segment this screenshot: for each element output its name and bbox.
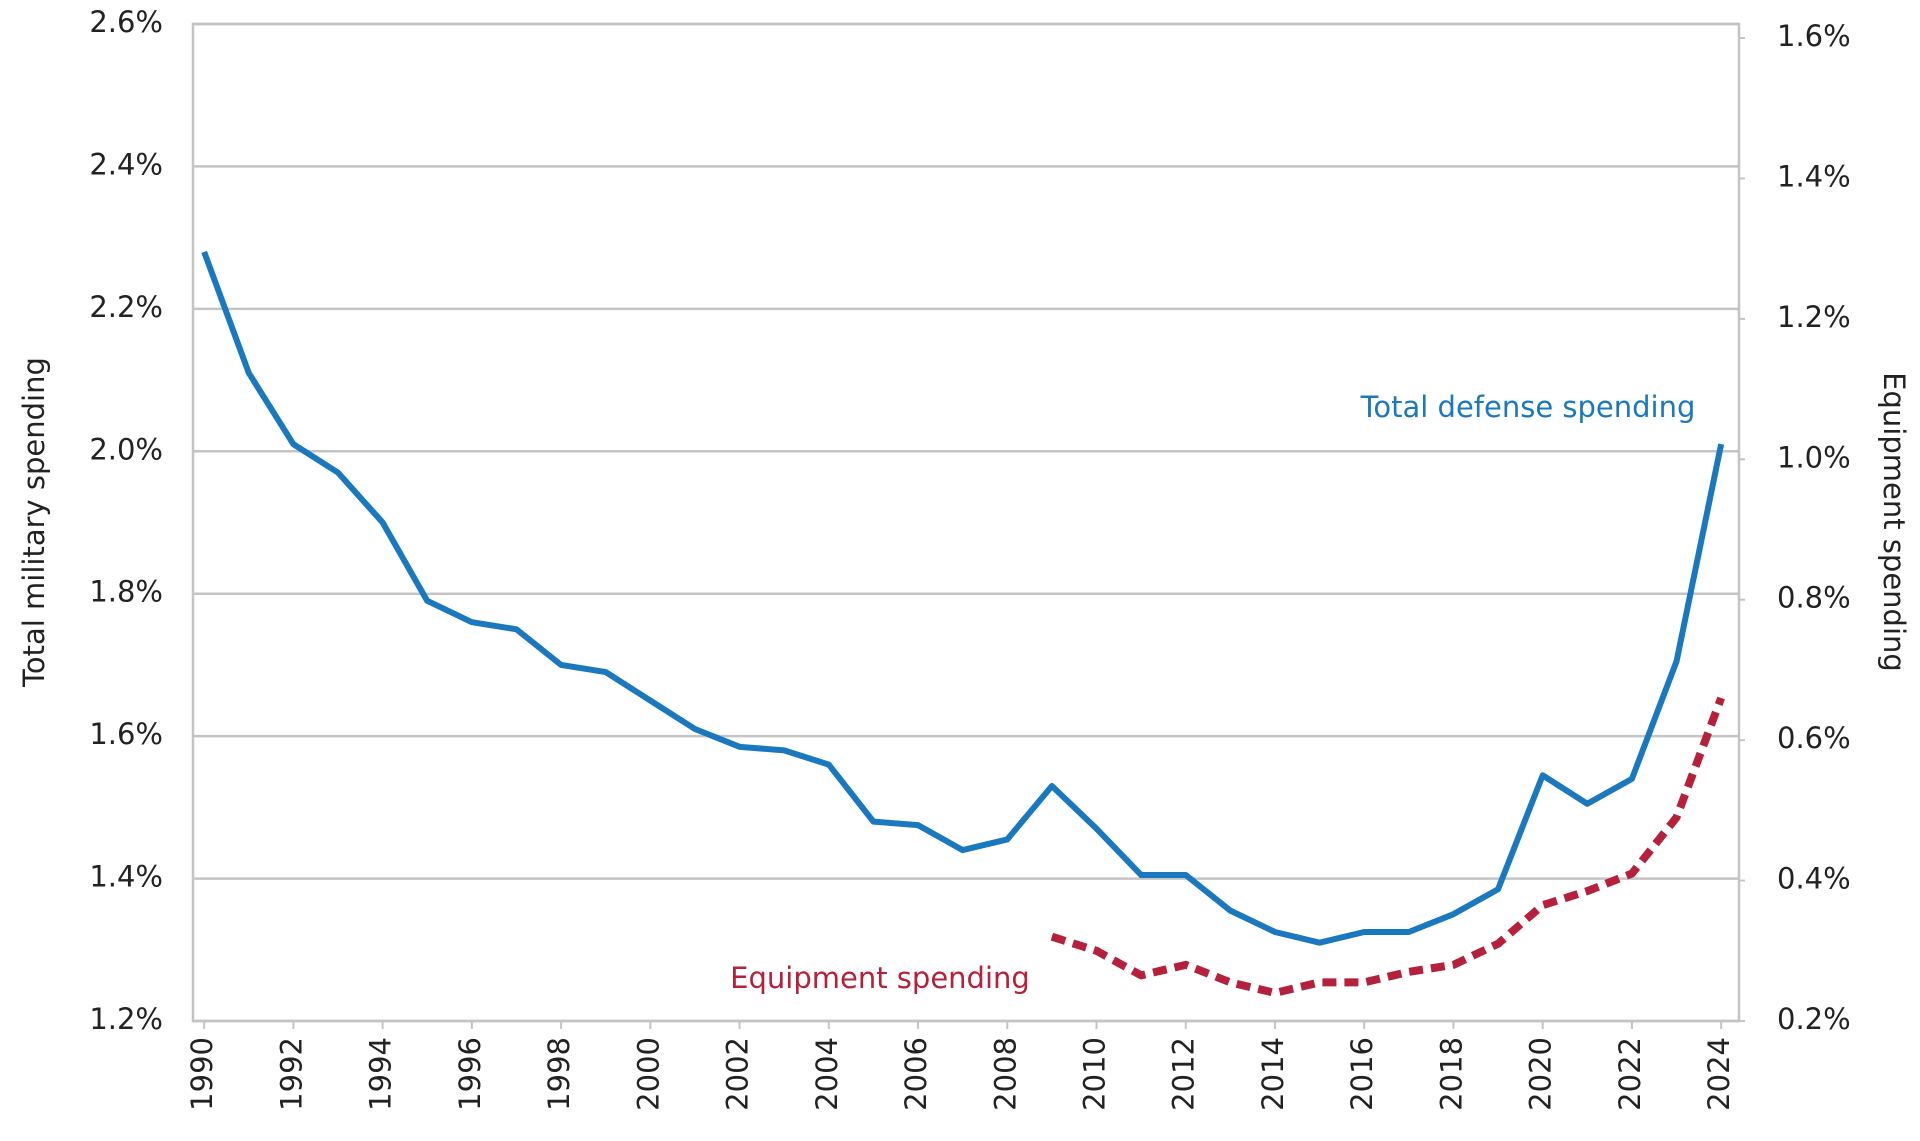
series-label: Equipment spending [730,961,1030,995]
x-tick-label: 2016 [1345,1037,1379,1111]
series-line [201,250,1725,946]
x-tick-label: 2014 [1256,1037,1290,1111]
x-tick-label: 2022 [1613,1037,1647,1111]
y2-tick-label: 0.6% [1777,721,1851,755]
x-tick-label: 2006 [899,1037,933,1111]
x-tick-label: 1990 [185,1037,219,1111]
plot-frame [191,22,1741,1023]
x-tick-label: 1992 [274,1037,308,1111]
y2-tick-label: 0.8% [1777,581,1851,615]
x-tick-label: 2000 [631,1037,665,1111]
y-tick-label: 2.0% [89,432,163,466]
x-tick-label: 1994 [364,1037,398,1111]
series-label: Total defense spending [1360,390,1696,424]
series-line [1050,696,1725,997]
x-tick-label: 2004 [810,1037,844,1111]
x-tick-label: 2018 [1434,1037,1468,1111]
y2-tick-label: 0.4% [1777,862,1851,896]
y2-tick-label: 1.0% [1777,440,1851,474]
y-tick-label: 1.8% [89,575,163,609]
y-axis-label: Total military spending [17,357,51,688]
y2-axis-label: Equipment spending [1877,372,1911,672]
y2-tick-label: 0.2% [1777,1002,1851,1036]
y2-tick-label: 1.4% [1777,159,1851,193]
x-tick-label: 2002 [721,1037,755,1111]
y-tick-label: 2.2% [89,290,163,324]
y-tick-label: 1.4% [89,860,163,894]
y2-tick-label: 1.6% [1777,19,1851,53]
x-tick-label: 2008 [988,1037,1022,1111]
y2-tick-label: 1.2% [1777,300,1851,334]
y-tick-label: 1.6% [89,717,163,751]
x-tick-label: 2012 [1167,1037,1201,1111]
x-tick-label: 2020 [1524,1037,1558,1111]
y-tick-label: 2.6% [89,5,163,39]
y-tick-label: 2.4% [89,147,163,181]
x-tick-label: 1998 [542,1037,576,1111]
x-tick-label: 1996 [453,1037,487,1111]
x-tick-label: 2010 [1078,1037,1112,1111]
x-tick-label: 2024 [1702,1037,1736,1111]
y-tick-label: 1.2% [89,1002,163,1036]
